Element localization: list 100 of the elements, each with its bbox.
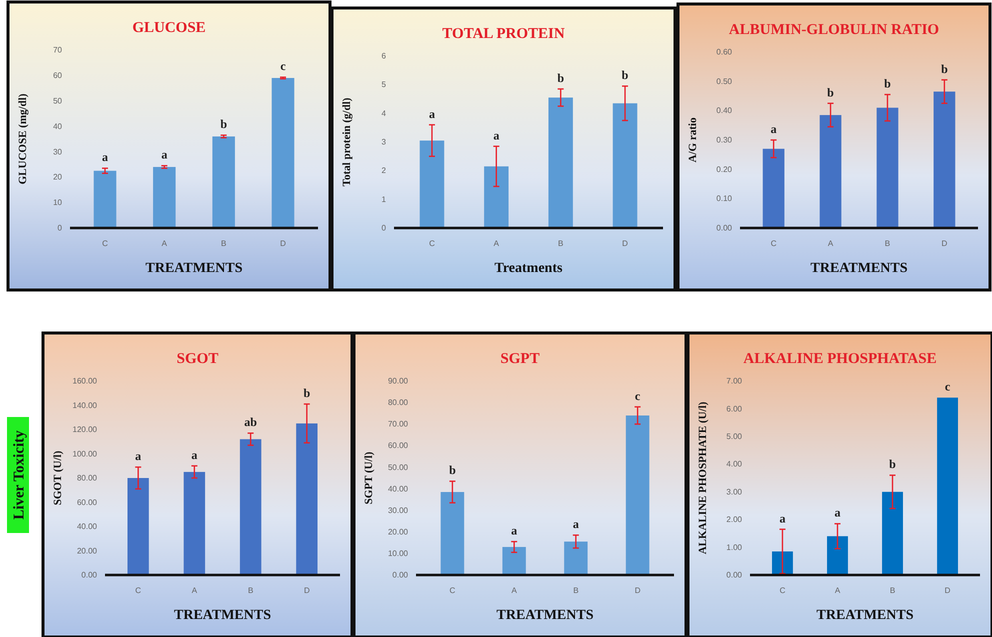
bar [484,166,509,228]
x-tick-label: A [162,239,168,248]
annotation: c [944,380,951,394]
y-axis-title: SGOT (U/l) [52,450,64,506]
chart-title: SGOT [176,351,218,367]
x-tick-label: D [304,586,310,595]
annotation: a [102,150,108,164]
bar [420,140,444,228]
annotation: b [941,62,948,76]
y-tick-label: 30.00 [388,506,409,515]
y-tick-label: 0 [382,224,387,233]
annotation: a [572,517,579,532]
y-tick-label: 50 [53,96,63,106]
y-tick-label: 1 [382,194,387,204]
y-axis-title: Total protein (g/dl) [341,97,353,186]
x-tick-label: A [511,586,518,595]
y-tick-label: 70.00 [388,420,409,429]
annotation: c [634,388,641,403]
chart-title: ALKALINE PHOSPHATASE [743,351,937,367]
bar [772,551,793,575]
x-tick-label: B [884,239,890,248]
bar [762,148,784,228]
y-tick-label: 5.00 [726,432,743,441]
x-tick-label: C [450,586,456,595]
x-tick-label: B [220,239,226,248]
y-tick-label: 40 [53,122,63,131]
annotation: a [770,122,777,136]
x-tick-label: C [135,586,142,595]
x-tick-label: C [429,239,436,248]
x-axis-title: TREATMENTS [146,261,243,276]
annotation: a [834,506,840,520]
y-tick-label: 4 [382,108,387,118]
x-tick-label: D [944,586,951,595]
y-tick-label: 80.00 [76,474,98,483]
text: Liver Toxicity [11,430,28,520]
bar [94,170,116,228]
y-tick-label: 7.00 [726,376,743,386]
x-axis-title: TREATMENTS [174,608,272,623]
y-tick-label: 30 [53,147,63,156]
bar [937,398,958,575]
bar [440,492,464,575]
y-tick-label: 90.00 [388,376,409,386]
y-tick-label: 2.00 [726,515,743,524]
y-tick-label: 60 [53,70,63,80]
annotation: b [449,463,456,478]
x-tick-label: C [770,239,777,248]
y-tick-label: 5 [382,80,387,90]
bar [184,472,206,575]
y-tick-label: 40.00 [76,522,98,532]
bar [876,108,898,228]
y-tick-label: 0.60 [716,48,733,57]
y-tick-label: 0.00 [81,570,98,580]
y-tick-label: 20.00 [76,546,98,556]
y-tick-label: 0.10 [716,194,733,204]
y-tick-label: 50.00 [388,462,409,472]
y-tick-label: 80.00 [388,398,409,408]
bar [272,78,294,228]
bar [934,92,956,228]
chart-title: GLUCOSE [132,20,206,36]
annotation: b [622,68,629,82]
annotation: a [428,106,435,121]
y-axis-title: ALKALINE PHOSPHATE (U/l) [697,401,709,554]
x-tick-label: B [248,586,254,595]
y-tick-label: 60.00 [76,498,98,507]
y-tick-label: 60.00 [388,441,409,450]
x-tick-label: A [834,586,841,595]
bar [502,546,526,575]
y-tick-label: 6 [382,52,387,61]
y-tick-label: 40.00 [388,484,409,494]
annotation: a [779,511,786,526]
x-tick-label: B [573,586,579,595]
bar [882,492,903,575]
annotation: a [191,448,198,462]
annotation: b [889,457,896,472]
bar [612,103,638,228]
y-tick-label: 2 [382,166,387,176]
chart-title: ALBUMIN-GLOBULIN RATIO [728,22,940,38]
y-axis-title: A/G ratio [687,117,699,162]
annotation: b [557,70,564,85]
x-tick-label: B [890,586,896,595]
y-tick-label: 10 [53,198,63,208]
y-tick-label: 0.00 [726,570,743,580]
annotation: a [493,128,500,142]
x-axis-title: TREATMENTS [496,608,594,623]
y-tick-label: 20.00 [388,527,409,536]
y-tick-label: 0.00 [392,570,409,580]
x-tick-label: D [280,239,286,248]
y-tick-label: 3 [382,138,387,147]
x-tick-label: D [634,586,641,595]
y-axis-title: GLUCOSE (mg/dl) [17,93,29,184]
bar [820,115,842,228]
y-tick-label: 0.50 [716,76,733,86]
y-tick-label: 0 [58,224,63,233]
x-axis-title: TREATMENTS [810,261,908,276]
y-tick-label: 20 [53,172,63,182]
chart-title: SGPT [500,351,540,367]
y-axis-title: SGPT (U/l) [363,451,375,504]
y-tick-label: 0.40 [716,106,733,116]
annotation: b [884,76,892,91]
x-axis-title: TREATMENTS [816,608,914,623]
